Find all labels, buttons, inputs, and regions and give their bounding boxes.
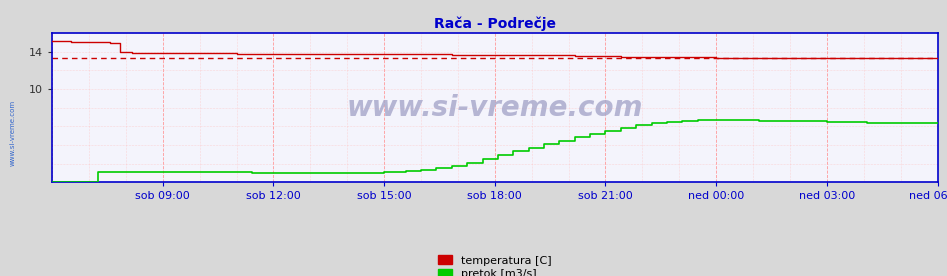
Title: Rača - Podrečje: Rača - Podrečje: [434, 16, 556, 31]
Legend: temperatura [C], pretok [m3/s]: temperatura [C], pretok [m3/s]: [434, 251, 556, 276]
Text: www.si-vreme.com: www.si-vreme.com: [347, 94, 643, 122]
Text: www.si-vreme.com: www.si-vreme.com: [9, 99, 15, 166]
